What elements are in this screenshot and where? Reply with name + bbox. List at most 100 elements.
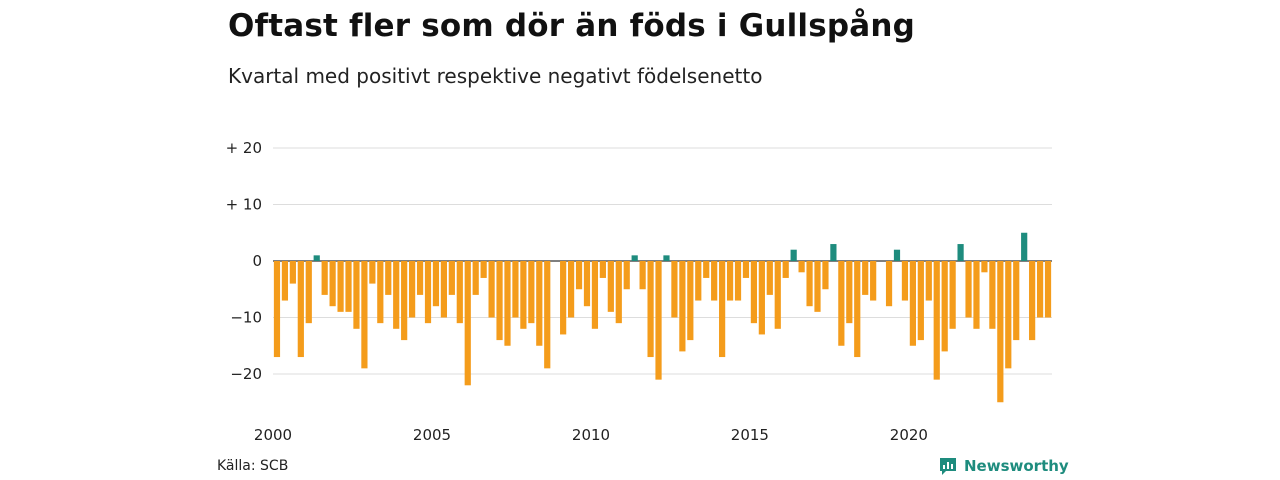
bar-negative: [607, 261, 614, 312]
newsworthy-logo-icon: [940, 458, 956, 475]
bar-negative: [909, 261, 916, 346]
bar-negative: [814, 261, 821, 312]
bar-negative: [615, 261, 622, 324]
bar-positive: [663, 255, 670, 261]
bar-negative: [345, 261, 352, 312]
bar-negative: [1036, 261, 1044, 318]
y-tick-label: −20: [230, 365, 262, 383]
bar-positive: [893, 249, 901, 261]
bar-negative: [647, 261, 654, 358]
bar-negative: [965, 261, 972, 318]
brand-logo[interactable]: Newsworthy: [938, 456, 1069, 476]
bar-negative: [973, 261, 980, 329]
bar-negative: [782, 261, 789, 278]
bar-negative: [846, 261, 853, 324]
bar-negative: [623, 261, 630, 290]
bar-negative: [440, 261, 447, 318]
bar-negative: [687, 261, 694, 341]
x-tick-label: 2010: [572, 426, 610, 444]
bar-negative: [1044, 261, 1052, 318]
bar-negative: [567, 261, 575, 318]
x-tick-label: 2015: [731, 426, 769, 444]
bar-negative: [369, 261, 376, 284]
bar-negative: [504, 261, 511, 346]
bar-negative: [488, 261, 495, 318]
bar-negative: [480, 261, 487, 278]
bar-negative: [464, 261, 471, 386]
y-tick-label: −10: [230, 309, 262, 327]
bar-negative: [711, 261, 718, 301]
bar-positive: [631, 255, 638, 261]
bar-negative: [885, 261, 893, 307]
bar-negative: [528, 261, 535, 324]
bar-negative: [393, 261, 400, 329]
bar-negative: [798, 261, 805, 273]
bar-positive: [313, 255, 320, 261]
bar-negative: [281, 261, 289, 301]
bar-negative: [822, 261, 829, 290]
bar-negative: [273, 261, 281, 358]
bar-negative: [361, 261, 368, 369]
y-axis-ticks: + 20 + 10 0 −10 −20: [226, 139, 262, 383]
bar-negative: [496, 261, 503, 341]
bar-negative: [424, 261, 432, 324]
source-label: Källa: SCB: [217, 458, 289, 474]
bar-negative: [1005, 261, 1012, 369]
bar-negative: [671, 261, 678, 318]
bar-negative: [377, 261, 384, 324]
bar-negative: [933, 261, 940, 380]
bar-negative: [981, 261, 988, 273]
bar-negative: [925, 261, 932, 301]
bar-negative: [520, 261, 527, 329]
x-axis-ticks: 2000 2005 2010 2015 2020: [254, 426, 928, 444]
bar-negative: [949, 261, 956, 329]
bar-negative: [536, 261, 543, 346]
bar-negative: [560, 261, 567, 335]
y-tick-label: + 20: [226, 139, 262, 157]
bar-negative: [655, 261, 662, 380]
bar-negative: [1029, 261, 1036, 341]
y-tick-label: + 10: [226, 196, 262, 214]
bar-negative: [591, 261, 599, 329]
bar-negative: [742, 261, 750, 278]
bar-negative: [385, 261, 392, 295]
bar-negative: [297, 261, 304, 358]
bar-negative: [726, 261, 734, 301]
bar-negative: [575, 261, 583, 290]
bar-positive: [790, 249, 797, 261]
bar-negative: [321, 261, 328, 295]
bar-negative: [870, 261, 877, 301]
bar-negative: [719, 261, 726, 358]
brand-name: Newsworthy: [964, 457, 1069, 475]
bar-negative: [289, 261, 296, 284]
bar-negative: [766, 261, 773, 295]
bar-negative: [544, 261, 551, 369]
x-tick-label: 2000: [254, 426, 292, 444]
bar-negative: [989, 261, 996, 329]
bar-negative: [329, 261, 336, 307]
chart-subtitle: Kvartal med positivt respektive negativt…: [228, 64, 763, 88]
bar-negative: [703, 261, 710, 278]
bar-negative: [456, 261, 463, 324]
bar-negative: [1013, 261, 1020, 341]
bar-negative: [679, 261, 686, 352]
bar-negative: [512, 261, 519, 318]
bars: [273, 232, 1052, 403]
bar-negative: [750, 261, 758, 324]
bar-negative: [472, 261, 479, 295]
bar-negative: [432, 261, 440, 307]
bar-negative: [639, 261, 646, 290]
bar-negative: [695, 261, 702, 301]
bar-negative: [997, 261, 1004, 403]
bar-negative: [401, 261, 408, 341]
bar-negative: [917, 261, 924, 341]
bar-negative: [758, 261, 765, 335]
bar-negative: [448, 261, 455, 295]
x-tick-label: 2005: [413, 426, 451, 444]
x-tick-label: 2020: [890, 426, 928, 444]
bar-negative: [583, 261, 591, 307]
bar-positive: [830, 244, 837, 261]
bar-negative: [337, 261, 344, 312]
bar-negative: [774, 261, 781, 329]
